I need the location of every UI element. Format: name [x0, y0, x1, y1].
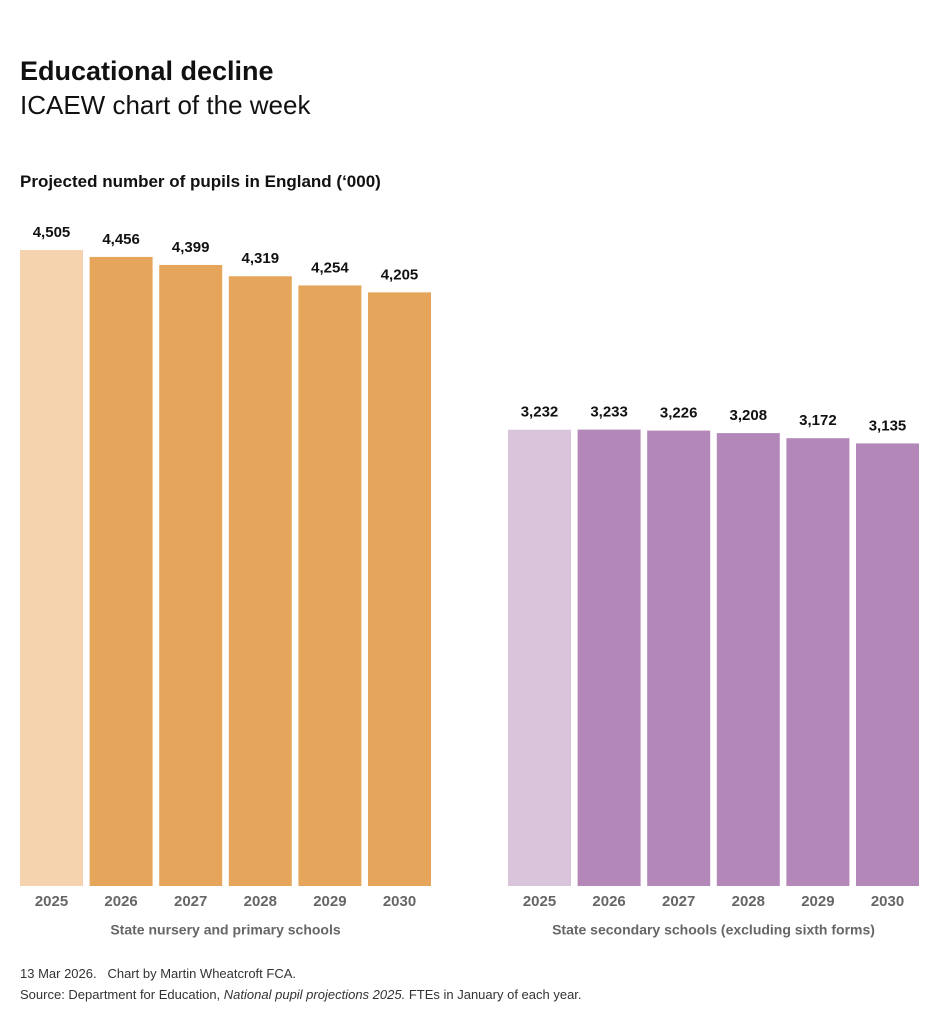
- x-tick-label: 2029: [801, 893, 834, 910]
- value-label: 4,456: [102, 231, 140, 248]
- x-tick-label: 2027: [174, 893, 207, 910]
- x-tick-label: 2025: [523, 893, 556, 910]
- x-tick-label: 2025: [35, 893, 68, 910]
- footer-source: Source: Department for Education, Nation…: [20, 987, 582, 1002]
- bar: [647, 430, 711, 886]
- x-tick-label: 2027: [662, 893, 695, 910]
- x-axis-label: State secondary schools (excluding sixth…: [552, 922, 875, 938]
- bar: [298, 285, 362, 886]
- x-tick-label: 2029: [313, 893, 346, 910]
- value-label: 3,226: [660, 405, 698, 422]
- value-label: 3,135: [869, 417, 907, 434]
- subtitle: ICAEW chart of the week: [20, 90, 311, 120]
- title: Educational decline: [20, 56, 274, 86]
- chart-title: Projected number of pupils in England (‘…: [20, 172, 381, 191]
- value-label: 3,232: [521, 404, 559, 421]
- value-label: 4,254: [311, 259, 349, 276]
- x-axis-label: State nursery and primary schools: [110, 922, 341, 938]
- bar: [89, 256, 153, 887]
- x-tick-label: 2030: [871, 893, 904, 910]
- source-title: National pupil projections 2025.: [223, 987, 406, 1002]
- credit: Chart by Martin Wheatcroft FCA.: [107, 966, 297, 981]
- bar: [159, 264, 223, 886]
- bar: [228, 276, 292, 887]
- x-tick-label: 2026: [104, 893, 137, 910]
- bar: [856, 443, 919, 886]
- value-label: 4,505: [33, 224, 71, 241]
- value-label: 3,172: [799, 412, 837, 429]
- x-tick-label: 2026: [592, 893, 625, 910]
- bar: [577, 429, 641, 886]
- bar: [368, 292, 431, 887]
- value-label: 3,233: [590, 404, 628, 421]
- bar: [716, 433, 780, 886]
- source: Source: Department for Education,: [20, 987, 221, 1002]
- value-label: 4,319: [242, 250, 280, 267]
- footer-line: 13 Mar 2026. Chart by Martin Wheatcroft …: [20, 966, 296, 981]
- value-label: 3,208: [730, 407, 768, 424]
- x-tick-label: 2030: [383, 893, 416, 910]
- x-tick-label: 2028: [732, 893, 765, 910]
- bar: [20, 250, 83, 886]
- source: FTEs in January of each year.: [408, 987, 582, 1002]
- date: 13 Mar 2026.: [20, 966, 97, 981]
- bar: [786, 438, 850, 886]
- bar: [508, 429, 571, 886]
- value-label: 4,399: [172, 239, 210, 256]
- value-label: 4,205: [381, 266, 419, 283]
- x-tick-label: 2028: [244, 893, 277, 910]
